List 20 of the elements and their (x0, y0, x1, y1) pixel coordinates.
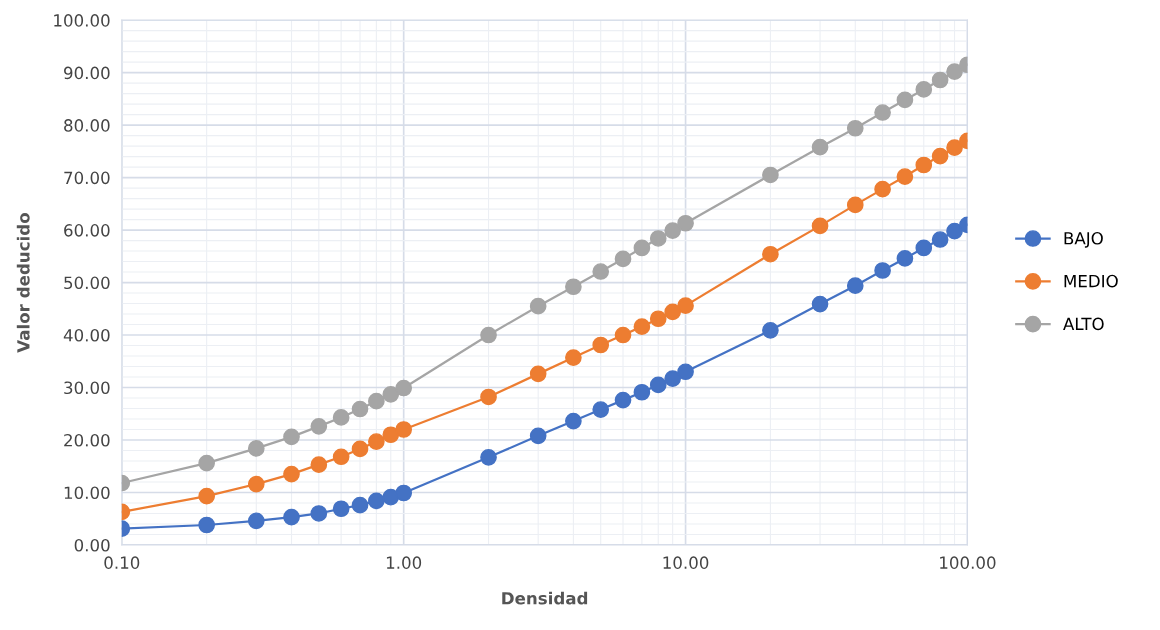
y-tick-label: 50.00 (64, 276, 110, 290)
legend-label: BAJO (1064, 231, 1103, 248)
y-tick-label: 20.00 (64, 433, 110, 447)
y-tick-label: 30.00 (64, 381, 110, 395)
y-tick-label: 10.00 (64, 486, 110, 500)
legend-label: MEDIO (1064, 274, 1118, 288)
y-tick-label: 90.00 (64, 66, 110, 80)
legend-label: ALTO (1063, 317, 1104, 331)
y-tick-label: 100.00 (54, 14, 110, 27)
y-tick-label: 40.00 (63, 329, 110, 342)
x-tick-label: 10.00 (663, 556, 709, 569)
y-axis-title: Valor deducido (16, 213, 30, 353)
x-tick-label: 1.00 (386, 556, 422, 569)
y-tick-label: 80.00 (64, 119, 110, 132)
x-tick-label: 100.00 (940, 556, 996, 569)
y-tick-label: 60.00 (64, 224, 110, 237)
y-tick-label: 70.00 (64, 171, 110, 185)
y-tick-label: 0.00 (74, 538, 110, 552)
x-tick-label: 0.10 (104, 556, 140, 569)
x-axis-title: Densidad (502, 591, 588, 605)
